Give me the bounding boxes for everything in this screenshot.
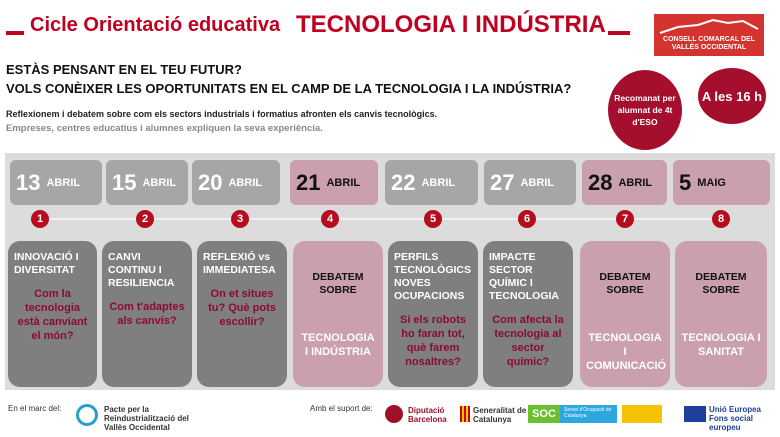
date-day: 22 [391,169,416,195]
session-number: 2 [136,210,154,228]
session-date: 22 ABRIL [385,160,478,205]
date-day: 15 [112,169,137,195]
recommended-badge: Recomanat per alumnat de 4t d'ESO [608,70,682,150]
logo-text: CONSELL COMARCAL DEL VALLÈS OCCIDENTAL [663,36,755,51]
session-number: 1 [31,210,49,228]
series-title: Cicle Orientació educativa [30,14,281,36]
question-future: ESTÀS PENSANT EN EL TEU FUTUR? [6,62,242,77]
pacte-logo-icon [76,404,98,426]
eu-flag-icon [684,406,706,422]
session-number: 5 [424,210,442,228]
session-card: DEBATEM SOBRE TECNOLOGIA I SANITAT [675,241,767,387]
session-card: IMPACTE SECTOR QUÍMIC I TECNOLOGIA Com af… [483,241,573,387]
session-question: Si els robots ho faran tot, què farem no… [399,314,467,368]
generalitat-logo: Generalitat de Catalunya [473,406,527,424]
date-month: ABRIL [520,176,555,189]
session-number: 7 [616,210,634,228]
session-card: DEBATEM SOBRE TECNOLOGIA I COMUNICACIÓ [580,241,670,387]
time-badge: A les 16 h [698,68,766,124]
session-date: 5 MAIG [673,160,770,205]
soc-logo: SOC [528,405,560,423]
session-question: Com t'adaptes als canvis? [109,301,185,327]
question-opportunities: VOLS CONÈIXER LES OPORTUNITATS EN EL CAM… [6,81,572,96]
diputacio-icon [385,405,403,423]
session-number: 8 [712,210,730,228]
soc-logo-sub: Servei d'Ocupació de Catalunya [560,405,617,423]
session-question: TECNOLOGIA I COMUNICACIÓ [586,332,667,372]
date-month: ABRIL [142,176,177,189]
date-day: 21 [296,169,321,195]
session-title: DEBATEM SOBRE [695,271,747,296]
session-title: DEBATEM SOBRE [312,271,364,296]
date-month: ABRIL [46,176,81,189]
date-month: ABRIL [618,176,653,189]
timeline-line [40,218,720,220]
session-date: 15 ABRIL [106,160,188,205]
date-month: MAIG [697,176,726,189]
session-number: 6 [518,210,536,228]
session-date: 27 ABRIL [484,160,576,205]
date-month: ABRIL [421,176,456,189]
session-question: Com la tecnologia està canviant el món? [17,288,88,342]
description: Reflexionem i debatem sobre com els sect… [6,109,438,119]
title-dash [6,31,24,35]
session-title: CANVI CONTINU I RESILIENCIA [108,251,175,289]
session-title: PERFILS TECNOLÒGICS NOVES OCUPACIONS [394,251,472,302]
session-date: 20 ABRIL [192,160,280,205]
date-month: ABRIL [228,176,263,189]
theme-title: TECNOLOGIA I INDÚSTRIA [296,11,606,38]
pacte-logo-text: Pacte per la Reindustrialització del Val… [104,405,189,432]
date-day: 20 [198,169,223,195]
session-date: 21 ABRIL [290,160,378,205]
session-question: Com afecta la tecnologia al sector quími… [492,314,564,368]
session-title: DEBATEM SOBRE [599,271,651,296]
date-day: 13 [16,169,41,195]
session-card: INNOVACIÓ I DIVERSITAT Com la tecnologia … [8,241,97,387]
framework-label: En el marc del: [8,404,62,413]
session-title: INNOVACIÓ I DIVERSITAT [14,251,79,276]
session-date: 13 ABRIL [10,160,102,205]
session-question: TECNOLOGIA I INDÚSTRIA [301,332,375,358]
mountain-icon [659,18,759,34]
session-card: DEBATEM SOBRE TECNOLOGIA I INDÚSTRIA [293,241,383,387]
session-question: TECNOLOGIA I SANITAT [681,332,761,358]
session-question: On et situes tu? Què pots escollir? [208,288,276,328]
eu-logo: Unió Europea Fons social europeu [709,405,762,432]
ministerio-logo [622,405,662,423]
date-day: 27 [490,169,515,195]
generalitat-icon [460,406,470,422]
title-dash [608,31,630,35]
session-title: REFLEXIÓ vs IMMEDIATESA [203,251,276,276]
session-card: CANVI CONTINU I RESILIENCIA Com t'adaptes… [102,241,192,387]
session-number: 4 [321,210,339,228]
footer: En el marc del: Pacte per la Reindustria… [0,400,780,437]
consell-comarcal-logo: CONSELL COMARCAL DEL VALLÈS OCCIDENTAL [654,14,764,56]
session-title: IMPACTE SECTOR QUÍMIC I TECNOLOGIA [489,251,559,302]
session-card: PERFILS TECNOLÒGICS NOVES OCUPACIONS Si e… [388,241,478,387]
date-day: 5 [679,169,692,195]
date-day: 28 [588,169,613,195]
description-sub: Empreses, centres educatius i alumnes ex… [6,123,323,134]
support-label: Amb el suport de: [310,404,373,413]
session-number: 3 [231,210,249,228]
diputacio-logo: Diputació Barcelona [408,406,447,424]
session-date: 28 ABRIL [582,160,667,205]
session-card: REFLEXIÓ vs IMMEDIATESA On et situes tu? … [197,241,287,387]
date-month: ABRIL [326,176,361,189]
